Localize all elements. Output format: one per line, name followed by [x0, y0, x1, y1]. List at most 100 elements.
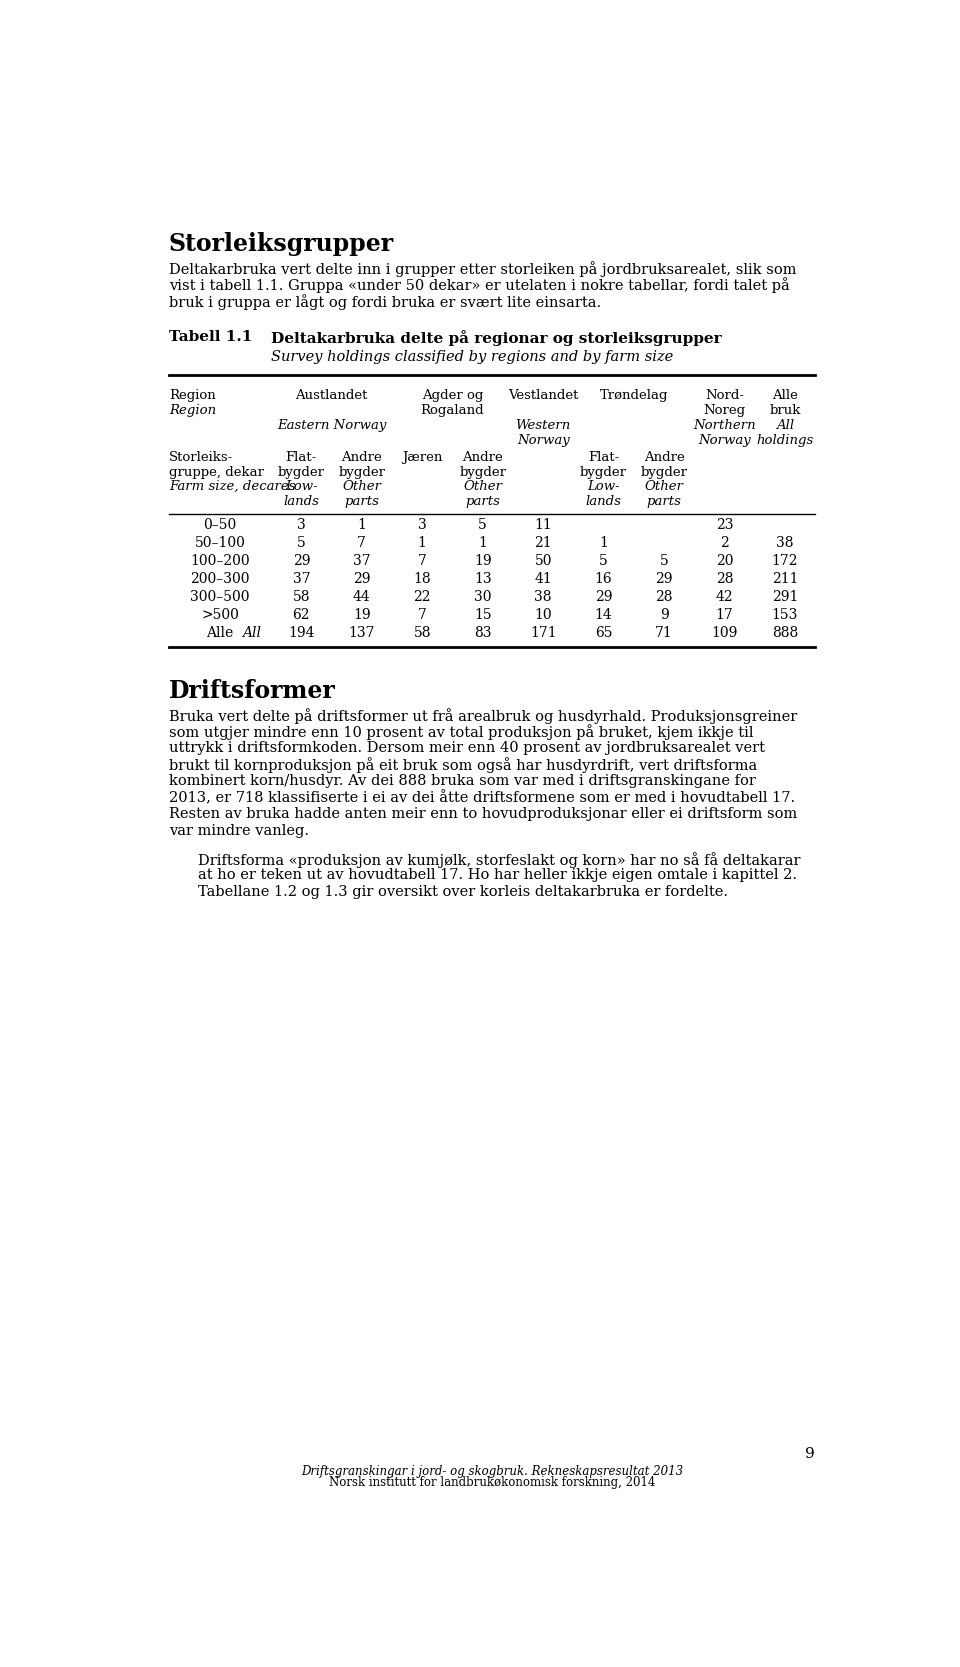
- Text: Survey holdings classified by regions and by farm size: Survey holdings classified by regions an…: [271, 350, 673, 363]
- Text: bruk i gruppa er lågt og fordi bruka er svært lite einsarta.: bruk i gruppa er lågt og fordi bruka er …: [169, 293, 601, 310]
- Text: holdings: holdings: [756, 435, 813, 447]
- Text: 7: 7: [418, 555, 426, 568]
- Text: 17: 17: [715, 608, 733, 622]
- Text: 41: 41: [535, 572, 552, 587]
- Text: 1: 1: [599, 537, 608, 550]
- Text: Jæren: Jæren: [402, 452, 443, 463]
- Text: Noreg: Noreg: [704, 403, 746, 417]
- Text: Andre: Andre: [342, 452, 382, 463]
- Text: kombinert korn/husdyr. Av dei 888 bruka som var med i driftsgranskingane for: kombinert korn/husdyr. Av dei 888 bruka …: [169, 773, 756, 788]
- Text: 3: 3: [418, 518, 426, 532]
- Text: 1: 1: [478, 537, 487, 550]
- Text: 11: 11: [535, 518, 552, 532]
- Text: 21: 21: [535, 537, 552, 550]
- Text: 15: 15: [474, 608, 492, 622]
- Text: 50: 50: [535, 555, 552, 568]
- Text: 211: 211: [772, 572, 798, 587]
- Text: Farm size, decares: Farm size, decares: [169, 480, 296, 493]
- Text: Other: Other: [644, 480, 684, 493]
- Text: 37: 37: [353, 555, 371, 568]
- Text: 1: 1: [418, 537, 426, 550]
- Text: 3: 3: [297, 518, 305, 532]
- Text: 172: 172: [772, 555, 798, 568]
- Text: 9: 9: [660, 608, 668, 622]
- Text: Alle: Alle: [206, 627, 233, 640]
- Text: 888: 888: [772, 627, 798, 640]
- Text: parts: parts: [345, 495, 379, 508]
- Text: Eastern Norway: Eastern Norway: [276, 418, 386, 432]
- Text: bygder: bygder: [338, 465, 385, 478]
- Text: Region: Region: [169, 403, 216, 417]
- Text: Storleiksgrupper: Storleiksgrupper: [169, 232, 394, 257]
- Text: Bruka vert delte på driftsformer ut frå arealbruk og husdyrhald. Produksjonsgrei: Bruka vert delte på driftsformer ut frå …: [169, 708, 797, 723]
- Text: Storleiks-: Storleiks-: [169, 452, 233, 463]
- Text: Flat-: Flat-: [286, 452, 317, 463]
- Text: 5: 5: [297, 537, 305, 550]
- Text: 7: 7: [418, 608, 426, 622]
- Text: 14: 14: [595, 608, 612, 622]
- Text: Nord-: Nord-: [705, 388, 744, 402]
- Text: 62: 62: [293, 608, 310, 622]
- Text: 28: 28: [656, 590, 673, 603]
- Text: 291: 291: [772, 590, 798, 603]
- Text: All: All: [242, 627, 261, 640]
- Text: 30: 30: [474, 590, 492, 603]
- Text: 200–300: 200–300: [190, 572, 250, 587]
- Text: bygder: bygder: [580, 465, 627, 478]
- Text: Tabellane 1.2 og 1.3 gir oversikt over korleis deltakarbruka er fordelte.: Tabellane 1.2 og 1.3 gir oversikt over k…: [199, 885, 729, 899]
- Text: Western: Western: [516, 418, 571, 432]
- Text: Norsk institutt for landbrukøkonomisk forskning, 2014: Norsk institutt for landbrukøkonomisk fo…: [329, 1475, 655, 1489]
- Text: vist i tabell 1.1. Gruppa «under 50 dekar» er utelaten i nokre tabellar, fordi t: vist i tabell 1.1. Gruppa «under 50 deka…: [169, 277, 789, 293]
- Text: lands: lands: [586, 495, 621, 508]
- Text: Vestlandet: Vestlandet: [508, 388, 578, 402]
- Text: 5: 5: [599, 555, 608, 568]
- Text: 5: 5: [660, 555, 668, 568]
- Text: 9: 9: [805, 1447, 815, 1460]
- Text: 29: 29: [353, 572, 371, 587]
- Text: 1: 1: [357, 518, 366, 532]
- Text: Andre: Andre: [643, 452, 684, 463]
- Text: Deltakarbruka delte på regionar og storleiksgrupper: Deltakarbruka delte på regionar og storl…: [271, 330, 722, 345]
- Text: Alle: Alle: [772, 388, 798, 402]
- Text: gruppe, dekar: gruppe, dekar: [169, 465, 264, 478]
- Text: 10: 10: [535, 608, 552, 622]
- Text: brukt til kornproduksjon på eit bruk som også har husdyrdrift, vert driftsforma: brukt til kornproduksjon på eit bruk som…: [169, 757, 757, 773]
- Text: 194: 194: [288, 627, 315, 640]
- Text: Agder og: Agder og: [421, 388, 483, 402]
- Text: bygder: bygder: [277, 465, 324, 478]
- Text: 58: 58: [293, 590, 310, 603]
- Text: 109: 109: [711, 627, 737, 640]
- Text: 2: 2: [720, 537, 729, 550]
- Text: 19: 19: [353, 608, 371, 622]
- Text: Other: Other: [463, 480, 502, 493]
- Text: Trøndelag: Trøndelag: [600, 388, 668, 402]
- Text: 38: 38: [777, 537, 794, 550]
- Text: at ho er teken ut av hovudtabell 17. Ho har heller ikkje eigen omtale i kapittel: at ho er teken ut av hovudtabell 17. Ho …: [199, 869, 797, 882]
- Text: 5: 5: [478, 518, 487, 532]
- Text: 18: 18: [414, 572, 431, 587]
- Text: 37: 37: [293, 572, 310, 587]
- Text: 153: 153: [772, 608, 798, 622]
- Text: Other: Other: [343, 480, 381, 493]
- Text: Tabell 1.1: Tabell 1.1: [169, 330, 252, 343]
- Text: 0–50: 0–50: [204, 518, 236, 532]
- Text: 22: 22: [414, 590, 431, 603]
- Text: Northern: Northern: [693, 418, 756, 432]
- Text: 29: 29: [293, 555, 310, 568]
- Text: 38: 38: [535, 590, 552, 603]
- Text: 44: 44: [353, 590, 371, 603]
- Text: Norway: Norway: [516, 435, 569, 447]
- Text: 29: 29: [595, 590, 612, 603]
- Text: Driftsformer: Driftsformer: [169, 680, 336, 703]
- Text: bygder: bygder: [640, 465, 687, 478]
- Text: Low-: Low-: [588, 480, 620, 493]
- Text: Driftsgranskingar i jord- og skogbruk. Rekneskapsresultat 2013: Driftsgranskingar i jord- og skogbruk. R…: [300, 1465, 684, 1479]
- Text: Low-: Low-: [285, 480, 318, 493]
- Text: 58: 58: [414, 627, 431, 640]
- Text: 137: 137: [348, 627, 375, 640]
- Text: 28: 28: [716, 572, 733, 587]
- Text: Norway: Norway: [698, 435, 751, 447]
- Text: 42: 42: [716, 590, 733, 603]
- Text: Driftsforma «produksjon av kumjølk, storfeslakt og korn» har no så få deltakarar: Driftsforma «produksjon av kumjølk, stor…: [199, 852, 801, 869]
- Text: 20: 20: [716, 555, 733, 568]
